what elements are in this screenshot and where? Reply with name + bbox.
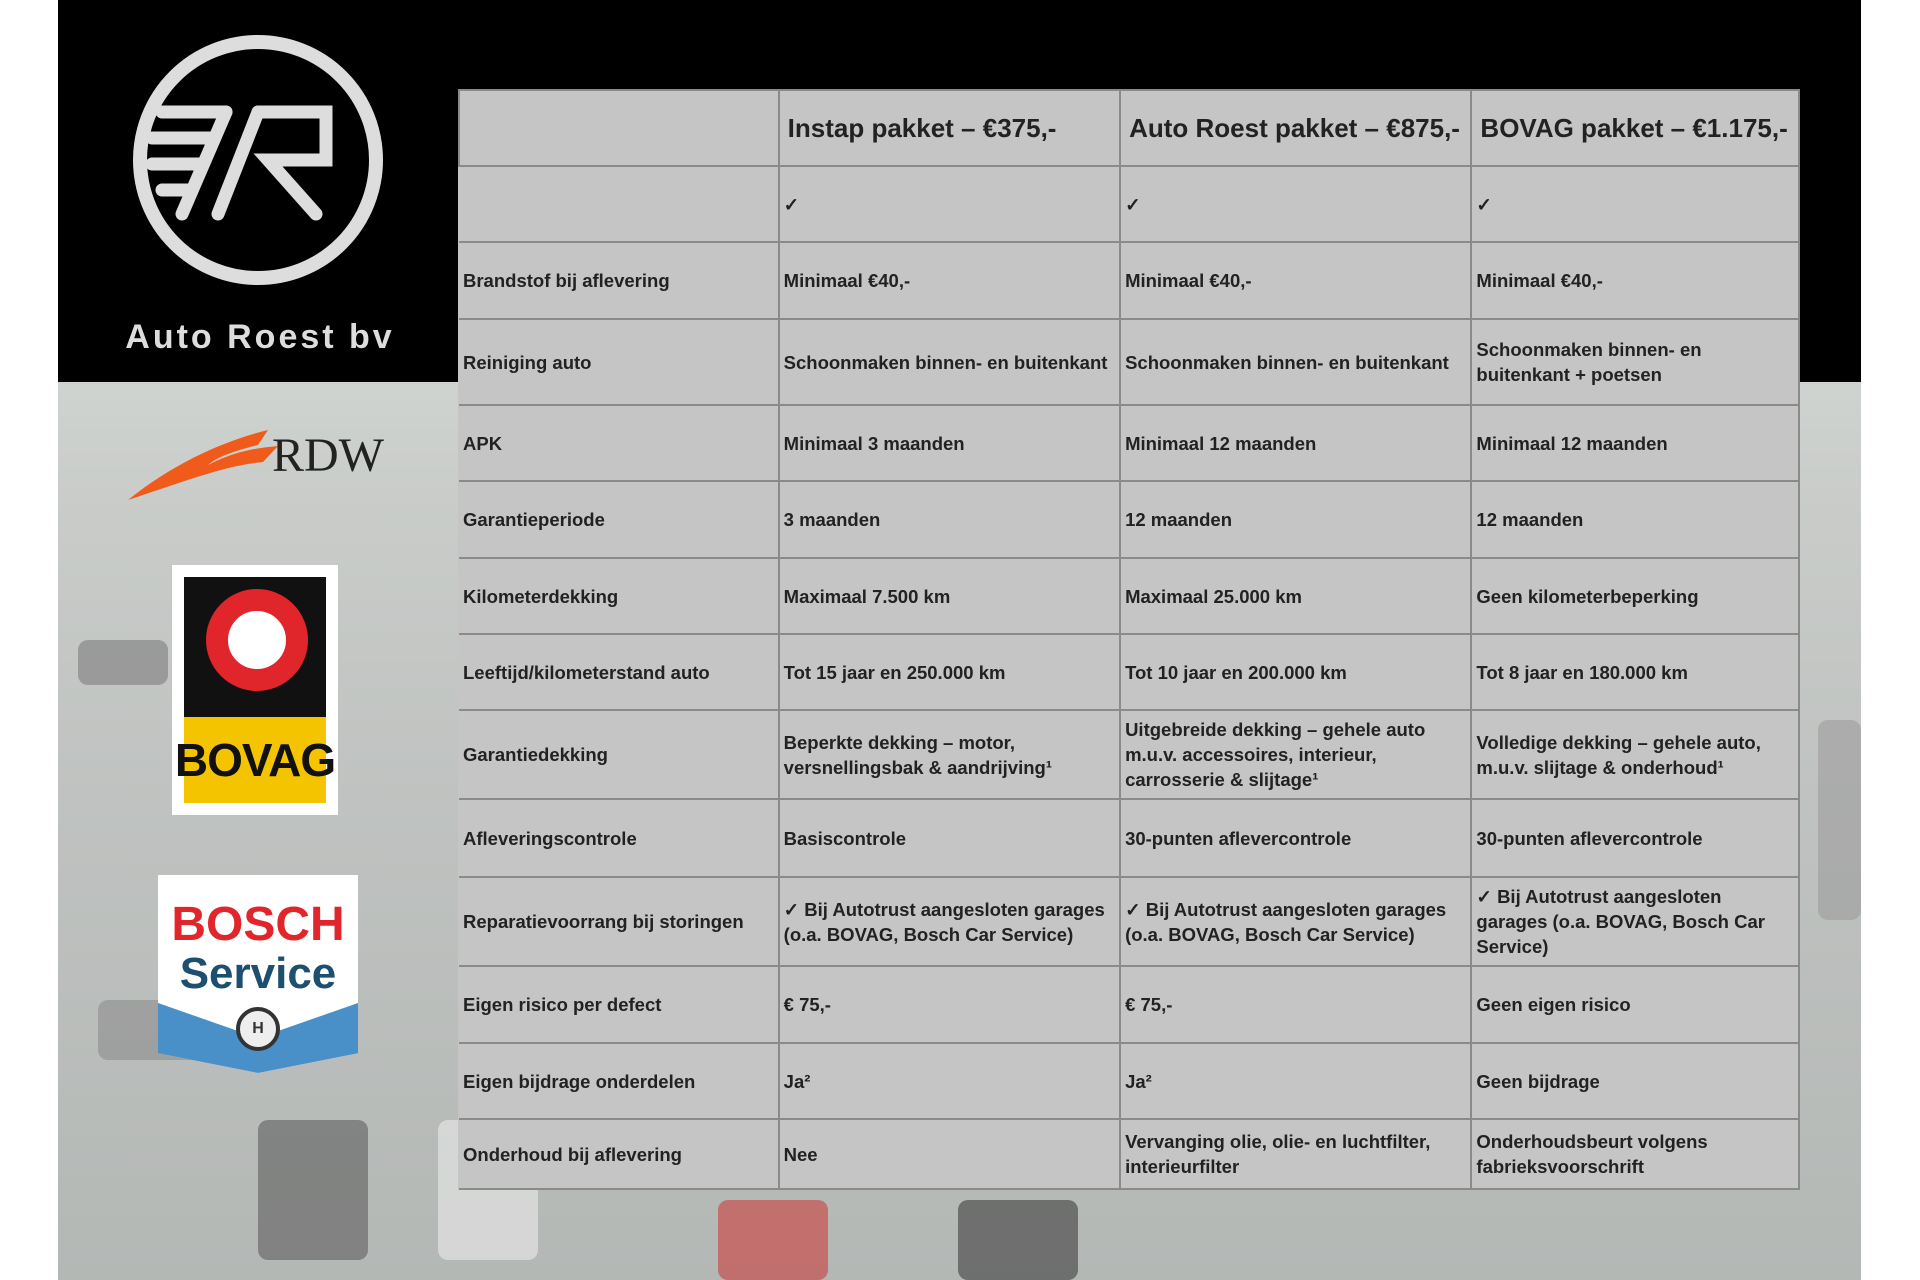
- cell: Minimaal 12 maanden: [1119, 404, 1473, 482]
- cell: Maximaal 7.500 km: [777, 557, 1122, 635]
- column-header: Instap pakket – €375,-: [777, 89, 1122, 167]
- cell: 12 maanden: [1470, 480, 1800, 559]
- row-label: Brandstof bij aflevering: [459, 241, 780, 320]
- cell: Minimaal €40,-: [1119, 241, 1473, 320]
- cell: Volledige dekking – gehele auto, m.u.v. …: [1470, 709, 1800, 800]
- row-label: Reparatievoorrang bij storingen: [459, 876, 780, 967]
- cell: Geen eigen risico: [1470, 965, 1800, 1044]
- cell: Schoonmaken binnen- en buitenkant: [1119, 318, 1473, 406]
- cell: 30-punten aflevercontrole: [1470, 798, 1800, 878]
- bosch-armature-icon: H: [236, 1007, 280, 1051]
- rdw-wing-icon: [128, 430, 278, 500]
- cell: Geen kilometerbeperking: [1470, 557, 1800, 635]
- cell: Vervanging olie, olie- en luchtfilter, i…: [1119, 1118, 1473, 1190]
- table-row: Leeftijd/kilometerstand auto Tot 15 jaar …: [459, 633, 1800, 711]
- row-label: Onderhoud bij aflevering: [459, 1118, 780, 1190]
- cell: € 75,-: [777, 965, 1122, 1044]
- cell: Geen bijdrage: [1470, 1042, 1800, 1120]
- cell: Nee: [777, 1118, 1122, 1190]
- table-row: Eigen risico per defect € 75,- € 75,- Geen …: [459, 965, 1800, 1044]
- cell: Ja²: [1119, 1042, 1473, 1120]
- cell: Minimaal 12 maanden: [1470, 404, 1800, 482]
- cell: € 75,-: [1119, 965, 1473, 1044]
- package-comparison-table: Instap pakket – €375,- Auto Roest pakket …: [458, 89, 1800, 1190]
- row-label: Garantieperiode: [459, 480, 780, 559]
- table-row: Eigen bijdrage onderdelen Ja² Ja² Geen bijd…: [459, 1042, 1800, 1120]
- row-label: Eigen bijdrage onderdelen: [459, 1042, 780, 1120]
- row-label: Garantiedekking: [459, 709, 780, 800]
- cell: Minimaal €40,-: [1470, 241, 1800, 320]
- ar-circle-logo-icon: [133, 35, 383, 285]
- table-row: Reparatievoorrang bij storingen ✓ Bij Aut…: [459, 876, 1800, 967]
- rdw-logo: RDW: [272, 429, 384, 482]
- cell: Minimaal 3 maanden: [777, 404, 1122, 482]
- cell: ✓: [777, 165, 1122, 243]
- cell: 12 maanden: [1119, 480, 1473, 559]
- table-row: Brandstof bij aflevering Minimaal €40,- Mi…: [459, 241, 1800, 320]
- cell: Schoonmaken binnen- en buitenkant + poet…: [1470, 318, 1800, 406]
- row-label: Afleveringscontrole: [459, 798, 780, 878]
- row-label: Eigen risico per defect: [459, 965, 780, 1044]
- table-row: Garantiedekking Beperkte dekking – motor,…: [459, 709, 1800, 800]
- table-row: APK Minimaal 3 maanden Minimaal 12 maanden…: [459, 404, 1800, 482]
- table-row: Kilometerdekking Maximaal 7.500 km Maximaa…: [459, 557, 1800, 635]
- table-row: Onderhoud bij aflevering Nee Vervanging ol…: [459, 1118, 1800, 1190]
- cell: Tot 10 jaar en 200.000 km: [1119, 633, 1473, 711]
- cell: ✓ Bij Autotrust aangesloten garages (o.a…: [777, 876, 1122, 967]
- column-header: Auto Roest pakket – €875,-: [1119, 89, 1473, 167]
- column-header: BOVAG pakket – €1.175,-: [1470, 89, 1800, 167]
- cell: Tot 15 jaar en 250.000 km: [777, 633, 1122, 711]
- cell: Basiscontrole: [777, 798, 1122, 878]
- brand-name: Auto Roest bv: [125, 318, 395, 356]
- table-row: Garantieperiode 3 maanden 12 maanden 12 maa…: [459, 480, 1800, 559]
- cell: ✓: [1119, 165, 1473, 243]
- cell: Tot 8 jaar en 180.000 km: [1470, 633, 1800, 711]
- row-label: Reiniging auto: [459, 318, 780, 406]
- table-header-row: Instap pakket – €375,- Auto Roest pakket …: [458, 89, 1800, 167]
- table-row: ✓ ✓ ✓: [459, 165, 1800, 243]
- cell: Maximaal 25.000 km: [1119, 557, 1473, 635]
- cell: Beperkte dekking – motor, versnellingsba…: [777, 709, 1122, 800]
- bosch-service-logo: BOSCH Service H: [158, 875, 358, 1073]
- cell: 30-punten aflevercontrole: [1119, 798, 1473, 878]
- column-header: [458, 89, 780, 167]
- row-label: Kilometerdekking: [459, 557, 780, 635]
- cell: Onderhoudsbeurt volgens fabrieksvoorschr…: [1470, 1118, 1800, 1190]
- cell: ✓ Bij Autotrust aangesloten garages (o.a…: [1119, 876, 1473, 967]
- cell: ✓ Bij Autotrust aangesloten garages (o.a…: [1470, 876, 1800, 967]
- cell: Schoonmaken binnen- en buitenkant: [777, 318, 1122, 406]
- table-row: Afleveringscontrole Basiscontrole 30-punte…: [459, 798, 1800, 878]
- row-label: Leeftijd/kilometerstand auto: [459, 633, 780, 711]
- cell: Uitgebreide dekking – gehele auto m.u.v.…: [1119, 709, 1473, 800]
- cell: Minimaal €40,-: [777, 241, 1122, 320]
- cell: 3 maanden: [777, 480, 1122, 559]
- row-label: APK: [459, 404, 780, 482]
- cell: Ja²: [777, 1042, 1122, 1120]
- row-label: [459, 165, 780, 243]
- cell: ✓: [1470, 165, 1800, 243]
- table-row: Reiniging auto Schoonmaken binnen- en bui…: [459, 318, 1800, 406]
- bovag-logo: BOVAG: [172, 565, 338, 815]
